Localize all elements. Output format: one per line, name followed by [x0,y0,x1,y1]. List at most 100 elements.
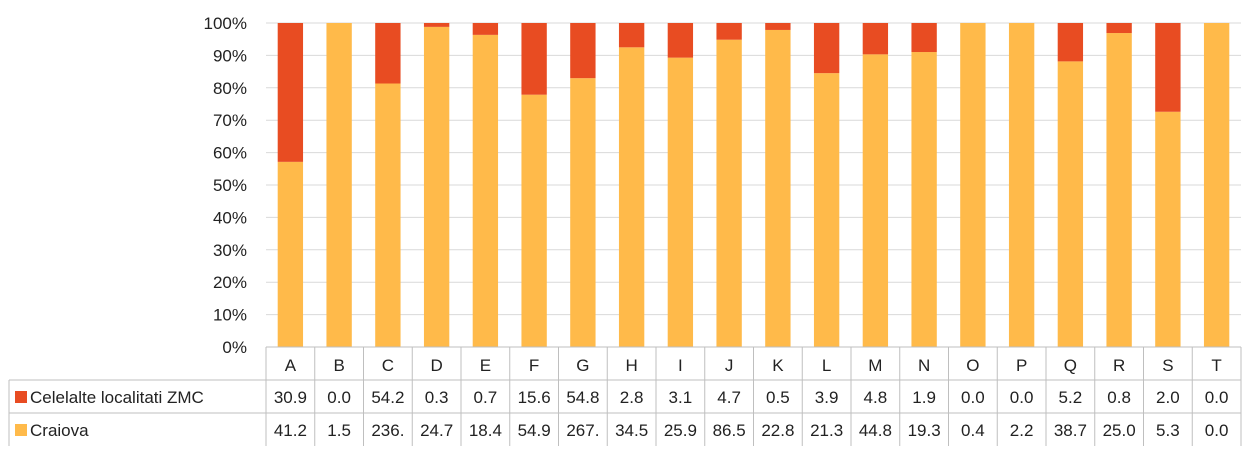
x-category-label: S [1162,356,1173,375]
x-category-label: B [333,356,344,375]
data-table-cell: 236. [371,421,404,440]
data-table-cell: 1.9 [912,388,936,407]
bar-other-C [375,23,401,84]
data-table-cell: 0.0 [1205,388,1229,407]
bar-craiova-B [326,23,352,347]
bars [277,23,1230,348]
legend-label: Celelalte localitati ZMC [30,388,204,407]
data-table-cell: 15.6 [518,388,551,407]
bar-other-K [765,23,791,30]
bar-craiova-H [618,47,645,347]
x-category-label: K [772,356,784,375]
bar-craiova-J [716,39,742,348]
y-tick-label: 70% [213,111,247,130]
data-table-cell: 38.7 [1054,421,1087,440]
x-category-label: D [430,356,442,375]
gridlines [266,22,1241,348]
data-table-cell: 18.4 [469,421,502,440]
data-table-cell: 34.5 [615,421,648,440]
data-table-cell: 4.7 [717,388,741,407]
bar-craiova-G [570,78,596,347]
bar-other-N [911,23,937,53]
bar-craiova-D [423,26,450,347]
y-tick-label: 80% [213,79,247,98]
data-table-cell: 1.5 [327,421,351,440]
x-category-label: J [725,356,734,375]
bar-craiova-C [375,83,401,347]
data-table-cell: 21.3 [810,421,843,440]
legend-label: Craiova [30,421,89,440]
data-table-cell: 0.0 [961,388,985,407]
bar-other-F [521,23,547,95]
bar-craiova-L [813,73,840,348]
bar-craiova-R [1106,33,1132,348]
x-category-label: H [625,356,637,375]
x-category-label: N [918,356,930,375]
data-table-cell: 0.7 [474,388,498,407]
data-table-cell: 3.9 [815,388,839,407]
x-category-label: R [1113,356,1125,375]
data-table-cell: 0.0 [1010,388,1034,407]
data-table-cell: 0.5 [766,388,790,407]
data-table-cell: 25.9 [664,421,697,440]
data-table-cell: 19.3 [908,421,941,440]
data-table: A B C D E F G H I J K L M N O P Q R S T Celelalte localitati… [8,346,1242,446]
bar-craiova-A [277,161,304,347]
data-table-cell: 30.9 [274,388,307,407]
y-tick-label: 50% [213,176,247,195]
bar-other-G [570,23,596,79]
data-table-cell: 0.0 [1205,421,1229,440]
data-table-cell: 3.1 [669,388,693,407]
bar-other-I [667,23,694,58]
bar-craiova-K [765,29,791,347]
bar-craiova-P [1008,23,1035,347]
data-table-cell: 86.5 [713,421,746,440]
x-category-label: M [868,356,882,375]
data-table-cell: 54.2 [371,388,404,407]
data-table-cell: 267. [566,421,599,440]
data-table-cell: 2.2 [1010,421,1034,440]
x-category-label: G [576,356,589,375]
data-table-cell: 0.4 [961,421,985,440]
bar-other-L [813,23,840,74]
x-category-label: O [966,356,979,375]
data-table-cell: 5.2 [1059,388,1083,407]
data-table-cell: 4.8 [864,388,888,407]
data-table-cell: 0.0 [327,388,351,407]
bar-other-S [1155,23,1181,112]
bar-other-Q [1057,23,1084,62]
x-category-label: I [678,356,683,375]
x-category-label: F [529,356,539,375]
bar-other-H [618,23,645,48]
data-table-cell: 0.8 [1107,388,1131,407]
data-table-cell: 41.2 [274,421,307,440]
bar-craiova-F [521,94,547,347]
y-tick-label: 40% [213,208,247,227]
bar-craiova-E [472,34,499,348]
bar-craiova-O [960,23,986,347]
data-table-cell: 44.8 [859,421,892,440]
x-category-label: L [822,356,831,375]
y-tick-label: 90% [213,46,247,65]
bar-craiova-S [1155,111,1181,347]
bar-craiova-I [667,57,694,347]
bar-craiova-M [862,54,889,348]
bar-other-A [277,23,304,162]
y-tick-label: 0% [222,338,247,357]
data-table-cell: 5.3 [1156,421,1180,440]
data-table-cell: 0.3 [425,388,449,407]
y-tick-label: 30% [213,241,247,260]
data-table-cell: 2.0 [1156,388,1180,407]
data-table-cell: 25.0 [1103,421,1136,440]
x-category-label: Q [1064,356,1077,375]
data-table-cell: 24.7 [420,421,453,440]
bar-craiova-Q [1057,61,1084,347]
legend-swatch [15,391,27,403]
x-category-label: T [1211,356,1221,375]
bar-craiova-N [911,52,937,348]
y-tick-label: 60% [213,144,247,163]
bar-other-J [716,23,742,40]
data-table-cell: 22.8 [761,421,794,440]
legend-swatch [15,424,27,436]
